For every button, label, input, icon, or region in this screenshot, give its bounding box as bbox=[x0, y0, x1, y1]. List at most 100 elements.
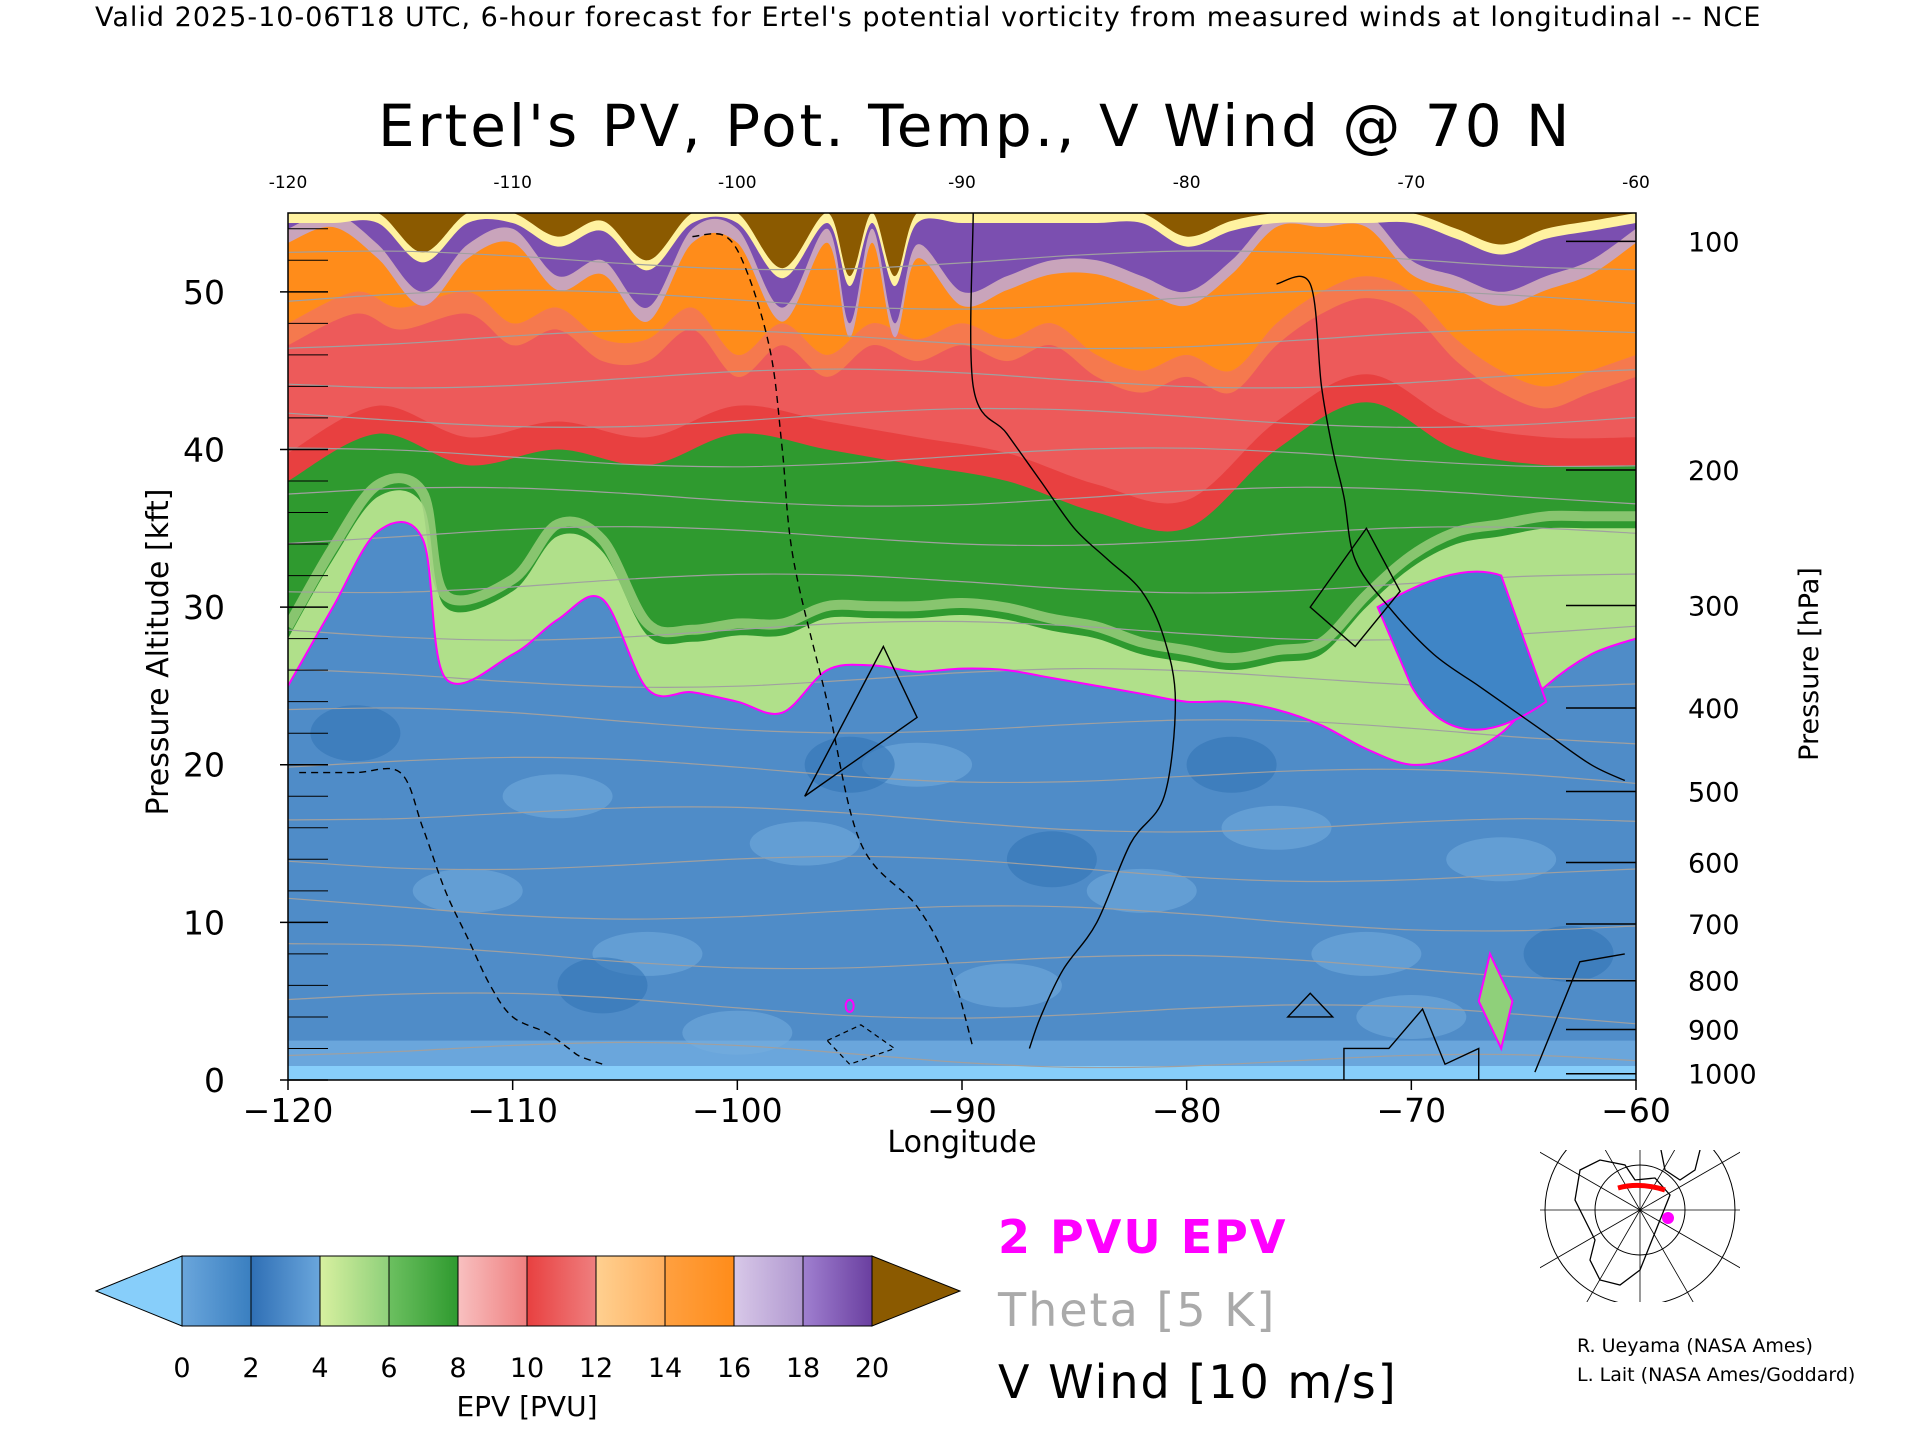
theta-contour-3 bbox=[288, 897, 1636, 932]
theta-contour-6 bbox=[288, 756, 1636, 784]
chart-title: Ertel's PV, Pot. Temp., V Wind @ 70 N bbox=[378, 92, 1573, 160]
colorbar-segment-4 bbox=[457, 1255, 528, 1327]
y-tick-label-0: 0 bbox=[204, 1061, 225, 1100]
credit-line-1: R. Ueyama (NASA Ames) bbox=[1577, 1335, 1813, 1357]
inset-meridian-30 bbox=[1639, 1209, 1740, 1269]
y-axis-label-left: Pressure Altitude [kft] bbox=[141, 489, 176, 816]
theta-contour-5 bbox=[288, 806, 1636, 833]
inset-meridian-210 bbox=[1540, 1151, 1641, 1211]
pressure-tick-label-5: 600 bbox=[1688, 848, 1740, 879]
pressure-tick-label-2: 300 bbox=[1688, 592, 1740, 623]
pvu-2-blue-pocket bbox=[1376, 570, 1548, 731]
theta-contour-15 bbox=[288, 368, 1636, 389]
y-tick-label-3: 30 bbox=[183, 588, 225, 627]
vwind-contour-2 bbox=[299, 767, 603, 1065]
vwind-cell-0 bbox=[804, 644, 918, 797]
epv-mottle-9 bbox=[1221, 805, 1332, 850]
pressure-tick-label-6: 700 bbox=[1688, 910, 1740, 941]
colorbar-tick-label-0: 0 bbox=[173, 1353, 190, 1384]
theta-contour-7 bbox=[288, 707, 1636, 745]
theta-contour-11 bbox=[288, 526, 1636, 547]
theta-contour-0 bbox=[288, 1041, 1636, 1069]
epv-band-5-overlay bbox=[288, 473, 1636, 664]
theta-contour-16 bbox=[288, 329, 1636, 350]
colorbar-tick-label-9: 18 bbox=[786, 1353, 820, 1384]
epv-mottle-6 bbox=[1446, 837, 1557, 882]
colorbar-over-arrow bbox=[871, 1255, 962, 1327]
x-tick-label-6: −60 bbox=[1601, 1091, 1671, 1130]
colorbar-tick-label-8: 16 bbox=[717, 1353, 751, 1384]
theta-contour-12 bbox=[288, 486, 1636, 507]
pressure-tick-label-9: 1000 bbox=[1688, 1060, 1757, 1091]
inset-map bbox=[1540, 1150, 1740, 1302]
colorbar-segment-3 bbox=[388, 1255, 459, 1327]
inset-coastline-north-america bbox=[1574, 1159, 1671, 1286]
vwind-cell-1 bbox=[1309, 526, 1401, 648]
vwind-cell-2 bbox=[1286, 992, 1335, 1018]
colorbar-tick-label-4: 8 bbox=[449, 1353, 466, 1384]
colorbar-segment-6 bbox=[595, 1255, 666, 1327]
colorbar-tick-label-10: 20 bbox=[855, 1353, 889, 1384]
y-tick-label-4: 40 bbox=[183, 430, 225, 469]
x-tick-label-3: −90 bbox=[927, 1091, 997, 1130]
credit-line-2: L. Lait (NASA Ames/Goddard) bbox=[1577, 1364, 1856, 1386]
pvu-2-lower-lens bbox=[1477, 950, 1514, 1052]
legend-pvu: 2 PVU EPV bbox=[998, 1210, 1288, 1264]
inset-transect-path bbox=[1617, 1182, 1666, 1193]
inset-meridian-330 bbox=[1639, 1151, 1740, 1211]
colorbar-label: EPV [PVU] bbox=[456, 1390, 597, 1423]
epv-mottle-3 bbox=[951, 963, 1062, 1008]
epv-dark-mottle-4 bbox=[1186, 736, 1277, 793]
colorbar-under-arrow bbox=[94, 1255, 183, 1327]
x-top-tick-label-1: -110 bbox=[493, 173, 532, 193]
y-tick-label-5: 50 bbox=[183, 273, 225, 312]
x-top-tick-label-4: -80 bbox=[1173, 173, 1201, 193]
epv-mottle-7 bbox=[502, 774, 613, 819]
x-tick-label-2: −100 bbox=[692, 1091, 783, 1130]
theta-contour-17 bbox=[288, 289, 1636, 310]
pressure-tick-label-8: 900 bbox=[1688, 1016, 1740, 1047]
x-top-tick-label-0: -120 bbox=[269, 173, 308, 193]
legend-vwind: V Wind [10 m/s] bbox=[998, 1355, 1398, 1409]
colorbar-segment-1 bbox=[250, 1255, 321, 1327]
pvu-2-contour bbox=[288, 521, 1636, 766]
inset-meridian-150 bbox=[1540, 1209, 1641, 1269]
x-tick-label-5: −70 bbox=[1377, 1091, 1447, 1130]
vwind-cell-3 bbox=[1343, 1007, 1480, 1080]
colorbar-tick-label-2: 4 bbox=[311, 1353, 328, 1384]
colorbar-segment-5 bbox=[526, 1255, 597, 1327]
pressure-tick-label-0: 100 bbox=[1688, 227, 1740, 258]
x-tick-label-4: −80 bbox=[1152, 1091, 1222, 1130]
theta-contour-2 bbox=[288, 943, 1636, 982]
colorbar-segment-8 bbox=[733, 1255, 804, 1327]
inset-meridian-60 bbox=[1639, 1209, 1694, 1302]
vwind-cell-5 bbox=[826, 1024, 896, 1065]
theta-contour-14 bbox=[288, 407, 1636, 429]
vwind-contour-1 bbox=[1276, 275, 1626, 782]
y-axis-label-right: Pressure [hPa] bbox=[1794, 567, 1825, 761]
x-top-tick-label-3: -90 bbox=[948, 173, 976, 193]
epv-mottle-4 bbox=[1086, 868, 1197, 913]
epv-dark-mottle-6 bbox=[1523, 925, 1614, 982]
y-tick-label-1: 10 bbox=[183, 903, 225, 942]
colorbar-segment-2 bbox=[319, 1255, 390, 1327]
pressure-tick-label-3: 400 bbox=[1688, 694, 1740, 725]
epv-mottle-0 bbox=[412, 868, 523, 913]
x-tick-label-1: −110 bbox=[467, 1091, 558, 1130]
legend-theta: Theta [5 K] bbox=[998, 1283, 1277, 1337]
colorbar-segment-9 bbox=[802, 1255, 873, 1327]
epv-dark-mottle-0 bbox=[310, 705, 401, 762]
colorbar-segment-7 bbox=[664, 1255, 735, 1327]
x-top-tick-label-2: -100 bbox=[718, 173, 757, 193]
vwind-contour-0 bbox=[970, 213, 1177, 1049]
x-axis-label: Longitude bbox=[887, 1125, 1036, 1160]
theta-contour-10 bbox=[288, 573, 1636, 594]
inset-meridian-120 bbox=[1586, 1209, 1641, 1302]
colorbar-segment-0 bbox=[181, 1255, 252, 1327]
epv-mottle-5 bbox=[1311, 931, 1422, 976]
pressure-tick-label-1: 200 bbox=[1688, 456, 1740, 487]
epv-under-band bbox=[288, 1066, 1636, 1080]
pvu-2-small-ring bbox=[844, 998, 855, 1013]
colorbar-tick-label-7: 14 bbox=[648, 1353, 682, 1384]
